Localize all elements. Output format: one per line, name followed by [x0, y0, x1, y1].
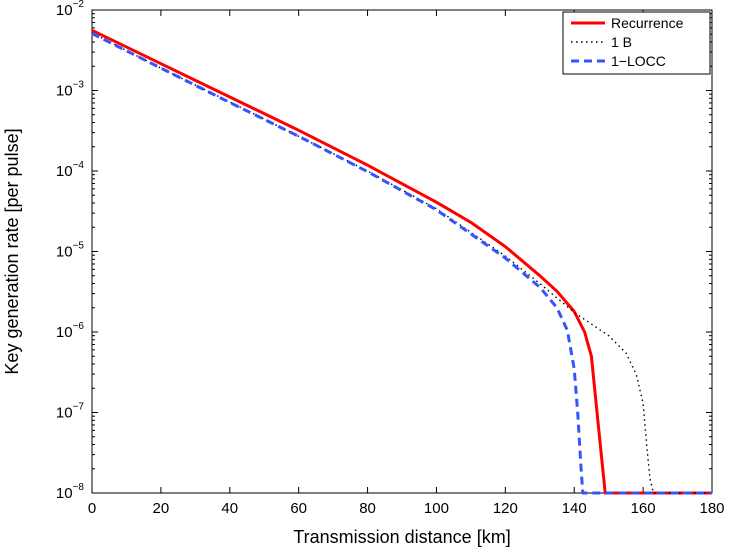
x-tick-label: 0	[88, 500, 96, 517]
y-tick-label-base: 10	[56, 485, 73, 502]
y-tick-label-exponent: −7	[73, 402, 85, 413]
series-line-0	[91, 28, 712, 495]
y-tick-label: 10−8	[56, 482, 85, 502]
y-axis: 10−810−710−610−510−410−310−2	[56, 0, 712, 502]
series-line-1	[91, 32, 712, 494]
y-tick-label-exponent: −5	[73, 241, 85, 252]
y-axis-label: Key generation rate [per pulse]	[2, 128, 22, 374]
y-tick-label-exponent: −8	[73, 482, 85, 493]
y-tick-label: 10−4	[56, 160, 85, 180]
y-tick-label-base: 10	[56, 405, 73, 422]
x-axis-label: Transmission distance [km]	[293, 527, 510, 547]
legend-label: 1 B	[611, 34, 632, 50]
plot-area: 0 20 40 60 80 100 120 140 160 180 10−810−710−610−…	[56, 0, 725, 517]
y-tick-label-base: 10	[56, 324, 73, 341]
legend: Recurrence 1 B 1−LOCC	[562, 11, 711, 75]
legend-label: 1−LOCC	[611, 53, 666, 69]
y-tick-label-exponent: −3	[73, 80, 85, 91]
y-tick-label-base: 10	[56, 2, 73, 19]
y-tick-label: 10−5	[56, 241, 85, 261]
y-tick-label-base: 10	[56, 83, 73, 100]
x-tick-label: 20	[153, 500, 170, 517]
x-tick-label: 100	[424, 500, 449, 517]
x-tick-label: 160	[631, 500, 656, 517]
legend-label: Recurrence	[611, 15, 684, 31]
x-axis: 0 20 40 60 80 100 120 140 160 180	[88, 10, 725, 517]
x-tick-label: 140	[562, 500, 587, 517]
y-tick-label-exponent: −2	[73, 0, 85, 10]
y-tick-label: 10−6	[56, 321, 85, 341]
y-tick-label: 10−7	[56, 402, 85, 422]
x-tick-label: 80	[359, 500, 376, 517]
y-tick-label: 10−2	[56, 0, 85, 19]
x-tick-label: 180	[699, 500, 724, 517]
x-tick-label: 60	[290, 500, 307, 517]
series-layer	[91, 28, 712, 495]
y-tick-label-exponent: −6	[73, 321, 85, 332]
y-tick-label-exponent: −4	[73, 160, 85, 171]
y-tick-label-base: 10	[56, 244, 73, 261]
plot-frame	[91, 9, 713, 494]
y-tick-label: 10−3	[56, 80, 85, 100]
y-tick-label-base: 10	[56, 163, 73, 180]
x-tick-label: 120	[493, 500, 518, 517]
x-tick-label: 40	[221, 500, 238, 517]
